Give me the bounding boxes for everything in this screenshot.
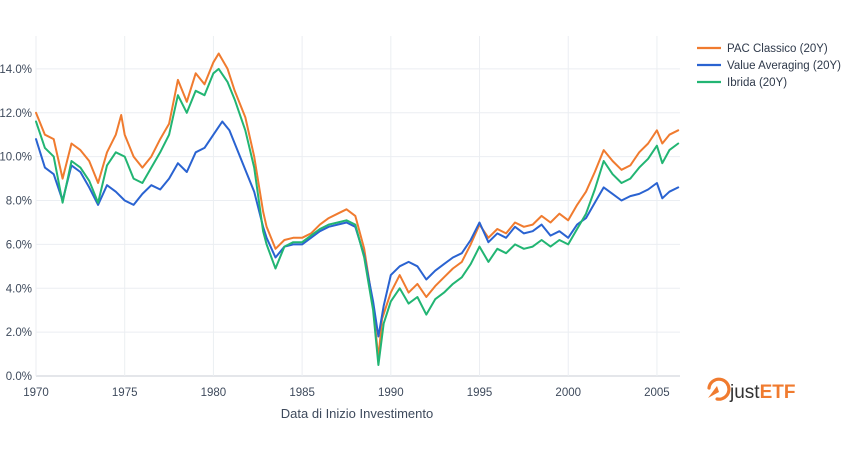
- x-tick-label: 1990: [378, 387, 404, 399]
- grid: [35, 36, 680, 377]
- legend-label: Value Averaging (20Y): [727, 60, 841, 72]
- y-tick-label: 6.0%: [6, 239, 32, 251]
- series-line-1: [35, 52, 680, 360]
- y-tick-label: 4.0%: [6, 283, 32, 295]
- justetf-logo-icon: [707, 377, 731, 401]
- x-tick-label: 1975: [112, 387, 138, 399]
- justetf-logo: justETF: [707, 377, 795, 403]
- legend-label: Ibrida (20Y): [727, 77, 787, 89]
- legend[interactable]: PAC Classico (20Y) Value Averaging (20Y) I…: [697, 43, 841, 89]
- series-lines: [35, 52, 680, 366]
- x-tick-label: 2005: [644, 387, 670, 399]
- x-tick-label: 1995: [467, 387, 493, 399]
- x-tick-label: 1985: [289, 387, 315, 399]
- x-axis-title: Data di Inizio Investimento: [281, 406, 433, 421]
- x-tick-label: 1970: [23, 387, 49, 399]
- y-tick-label: 0.0%: [6, 371, 32, 383]
- y-tick-label: 10.0%: [0, 152, 32, 164]
- y-tick-label: 2.0%: [6, 327, 32, 339]
- series-line-3: [35, 67, 680, 366]
- legend-item-3[interactable]: Ibrida (20Y): [697, 77, 787, 89]
- y-tick-label: 14.0%: [0, 64, 32, 76]
- y-tick-label: 12.0%: [0, 108, 32, 120]
- legend-label: PAC Classico (20Y): [727, 43, 828, 55]
- axis-ticks: 0.0% 2.0% 4.0% 6.0% 8.0% 10.0% 12.0% 14.0% 1970 1…: [0, 64, 670, 399]
- justetf-logo-text: justETF: [729, 382, 795, 403]
- y-tick-label: 8.0%: [6, 196, 32, 208]
- x-tick-label: 2000: [555, 387, 581, 399]
- legend-item-2[interactable]: Value Averaging (20Y): [697, 60, 841, 72]
- legend-item-1[interactable]: PAC Classico (20Y): [697, 43, 828, 55]
- x-tick-label: 1980: [201, 387, 227, 399]
